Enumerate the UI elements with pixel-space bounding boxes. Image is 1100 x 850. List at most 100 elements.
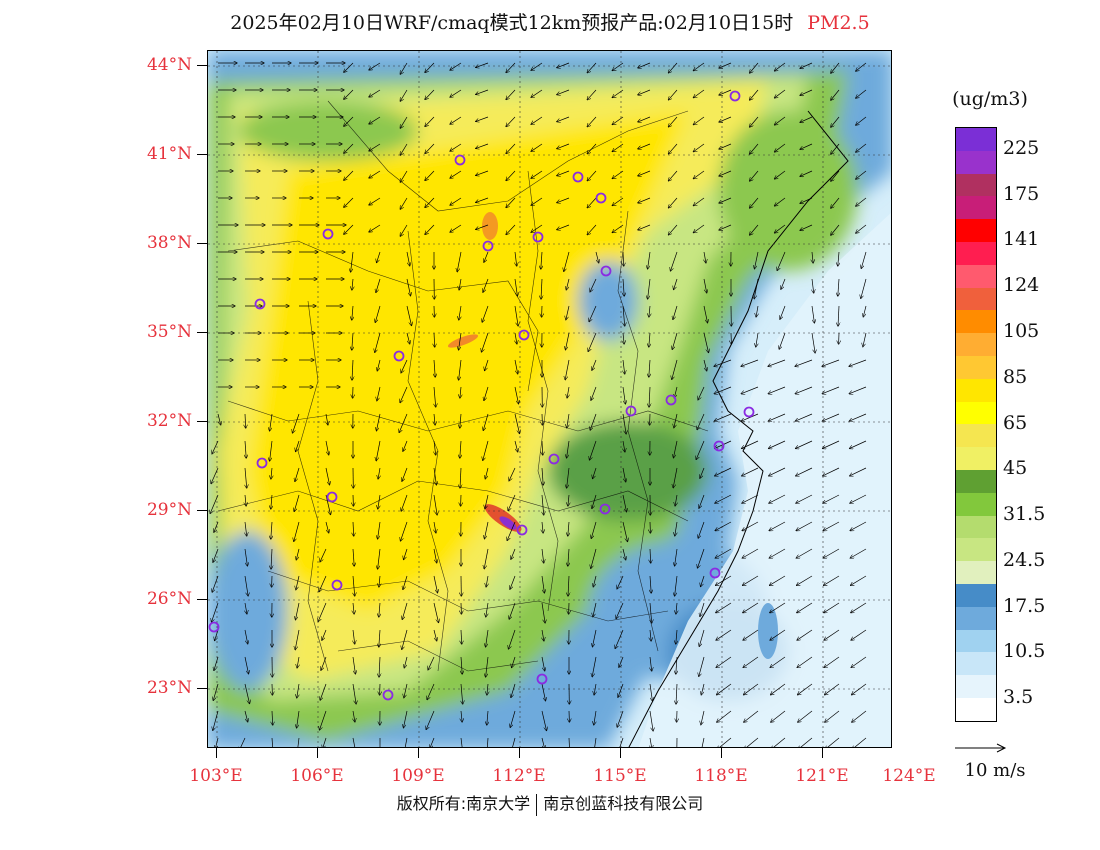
wind-arrow (622, 548, 626, 560)
wind-arrow (719, 197, 732, 203)
lat-label-29: 29°N (146, 500, 192, 520)
wind-arrow (425, 143, 435, 153)
wind-arrow (622, 386, 625, 404)
wind-arrow (506, 143, 516, 154)
wind-arrow (542, 521, 543, 533)
wind-arrow (768, 386, 786, 394)
wind-arrow (531, 89, 543, 97)
wind-arrow (780, 305, 786, 319)
wind-arrow (369, 224, 381, 232)
wind-arrow (714, 359, 732, 366)
wind-arrow (591, 521, 597, 538)
wind-arrow (669, 116, 678, 127)
wind-arrow (353, 521, 354, 536)
wind-arrow (769, 467, 786, 476)
wind-arrow (434, 413, 435, 425)
wind-arrow (426, 710, 435, 729)
wind-arrow (619, 656, 624, 667)
wind-arrow (750, 197, 759, 208)
wind-arrow (508, 494, 516, 511)
wind-arrow (434, 521, 436, 533)
wind-arrow (594, 683, 596, 695)
wind-arrow (215, 629, 219, 641)
wind-arrow (531, 143, 543, 151)
legend-swatch (956, 697, 996, 721)
wind-arrow (325, 440, 329, 455)
wind-arrow (531, 116, 543, 124)
wind-arrow (612, 143, 624, 152)
wind-arrow (771, 737, 786, 747)
wind-arrow (797, 575, 813, 585)
wind-arrow (486, 575, 488, 587)
wind-arrow (506, 197, 516, 208)
concentration-map[interactable] (207, 50, 892, 748)
wind-arrow (296, 440, 300, 452)
wind-arrow (297, 710, 300, 728)
wind-arrow (796, 440, 813, 449)
wind-arrow (377, 251, 381, 263)
wind-arrow (595, 251, 599, 263)
wind-arrow (476, 143, 489, 148)
wind-arrow (696, 440, 705, 459)
wind-arrow (716, 575, 732, 585)
wind-arrow (565, 359, 570, 380)
wind-arrow (622, 413, 626, 434)
lat-label-41: 41°N (146, 144, 192, 164)
copyright-partner: 南京创蓝科技有限公司 (543, 794, 704, 813)
wind-arrow (399, 413, 408, 432)
wind-arrow (769, 521, 786, 531)
wind-arrow (812, 251, 813, 263)
wind-arrow (800, 89, 813, 95)
legend-swatch (956, 515, 996, 539)
wind-arrow (717, 737, 732, 747)
wind-arrow (322, 629, 327, 640)
wind-arrow (541, 251, 542, 269)
wind-arrow (514, 386, 519, 404)
wind-arrow (591, 386, 597, 400)
wind-arrow (450, 197, 462, 205)
wind-arrow (649, 359, 650, 377)
wind-arrow (460, 413, 461, 428)
legend-swatch (956, 652, 996, 676)
wind-arrow (483, 440, 489, 460)
wind-arrow (694, 224, 705, 233)
legend-label: 24.5 (1003, 548, 1046, 571)
wind-arrow (750, 224, 759, 235)
wind-arrow (669, 170, 678, 181)
wind-arrow (214, 521, 219, 532)
lon-label-112: 112°E (492, 766, 546, 786)
wind-arrow (427, 683, 435, 700)
wind-arrow (476, 170, 489, 175)
wind-arrow (672, 359, 678, 379)
lon-label-118: 118°E (694, 766, 748, 786)
wind-arrow (676, 629, 677, 644)
legend-swatch (956, 196, 996, 220)
wind-arrow (400, 116, 408, 128)
wind-arrow (245, 521, 247, 536)
wind-arrow (430, 737, 435, 747)
wind-arrow (404, 737, 408, 747)
wind-arrow (622, 494, 627, 512)
wind-arrow (375, 332, 381, 352)
wind-arrow (719, 143, 732, 149)
wind-arrow (750, 116, 759, 127)
wind-arrow (506, 116, 516, 127)
wind-arrow (796, 494, 813, 503)
wind-arrow (402, 467, 408, 481)
wind-arrow (623, 359, 625, 374)
lat-label-26: 26°N (146, 589, 192, 609)
wind-arrow (649, 305, 650, 317)
wind-arrow (851, 656, 867, 667)
wind-arrow (716, 602, 732, 613)
legend-swatch (956, 173, 996, 197)
wind-arrow (319, 575, 327, 592)
wind-arrow (541, 737, 545, 747)
wind-arrow (769, 440, 786, 449)
wind-arrow (676, 683, 677, 704)
wind-arrow (215, 737, 219, 747)
wind-arrow (369, 116, 381, 124)
wind-arrow (434, 440, 436, 455)
wind-arrow (775, 89, 786, 98)
wind-arrow (831, 224, 840, 235)
wind-arrow (612, 116, 624, 125)
